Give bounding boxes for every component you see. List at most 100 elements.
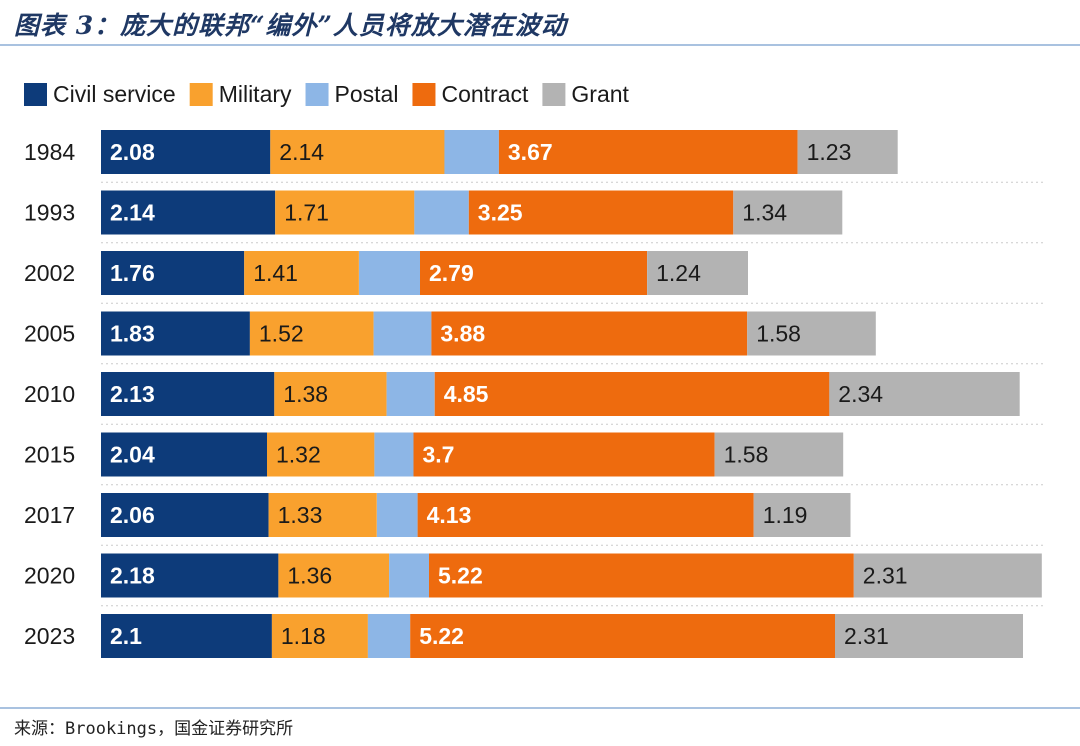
legend-label-postal: Postal xyxy=(335,81,399,107)
legend-label-contract: Contract xyxy=(441,81,529,107)
data-label-military: 1.38 xyxy=(283,381,328,407)
bar-segment-contract xyxy=(468,190,734,235)
bar-segment-military xyxy=(274,372,387,416)
data-label-military: 1.33 xyxy=(278,502,323,528)
data-label-grant: 1.23 xyxy=(807,139,852,165)
bar-segment-postal xyxy=(376,493,418,537)
bar-row-1993: 1993 2.14 1.71 3.25 1.34 xyxy=(24,190,843,235)
bar-segment-grant xyxy=(753,493,851,537)
data-label-contract: 2.79 xyxy=(429,260,474,286)
bar-segment-military xyxy=(268,493,377,537)
footer-divider xyxy=(0,707,1080,709)
bar-segment-military xyxy=(267,432,375,477)
data-label-civil-service: 1.83 xyxy=(110,321,155,347)
legend-label-grant: Grant xyxy=(571,81,629,107)
bar-segment-civil-service xyxy=(101,372,275,416)
data-label-grant: 1.19 xyxy=(763,502,808,528)
category-label: 2020 xyxy=(24,563,75,589)
bar-segment-contract xyxy=(417,493,754,537)
bar-segment-contract xyxy=(434,372,830,416)
data-label-grant: 1.34 xyxy=(742,200,787,226)
legend-swatch-contract xyxy=(412,83,436,106)
bar-segment-postal xyxy=(414,190,469,235)
legend-item-civil-service: Civil service xyxy=(24,81,176,107)
category-label: 2005 xyxy=(24,321,75,347)
legend: Civil service Military Postal Contract Grant xyxy=(24,81,630,107)
bar-segment-grant xyxy=(647,251,748,295)
bar-segment-contract xyxy=(431,311,748,356)
category-label: 1984 xyxy=(24,139,75,165)
legend-swatch-civil-service xyxy=(24,83,47,106)
data-label-contract: 3.67 xyxy=(508,139,553,165)
category-label: 2010 xyxy=(24,381,75,407)
bar-segment-postal xyxy=(389,553,429,598)
data-label-military: 1.52 xyxy=(259,321,304,347)
row-separators xyxy=(101,181,1045,607)
data-label-military: 1.36 xyxy=(287,563,332,589)
bar-segment-postal xyxy=(444,130,499,174)
data-label-military: 1.32 xyxy=(276,442,321,468)
data-label-civil-service: 2.18 xyxy=(110,563,155,589)
bar-segment-grant xyxy=(829,372,1020,416)
category-label: 2023 xyxy=(24,623,75,649)
bar-row-2023: 2023 2.1 1.18 5.22 2.31 xyxy=(24,614,1023,658)
data-label-civil-service: 2.1 xyxy=(110,623,142,649)
bar-segment-military xyxy=(244,251,359,295)
bar-segment-postal xyxy=(374,432,414,477)
data-label-grant: 1.58 xyxy=(724,442,769,468)
legend-swatch-grant xyxy=(542,83,566,106)
data-label-grant: 2.31 xyxy=(863,563,908,589)
legend-swatch-postal xyxy=(305,83,329,106)
bar-segment-contract xyxy=(429,553,854,598)
data-label-contract: 3.25 xyxy=(478,200,523,226)
data-label-grant: 1.58 xyxy=(756,321,801,347)
data-label-civil-service: 2.13 xyxy=(110,381,155,407)
bar-segment-military xyxy=(275,190,415,235)
legend-label-civil-service: Civil service xyxy=(53,81,176,107)
bar-segment-civil-service xyxy=(101,251,245,295)
chart-title: 图表 3：庞大的联邦“编外”人员将放大潜在波动 xyxy=(14,11,567,40)
bar-segment-military xyxy=(278,553,390,598)
data-label-contract: 5.22 xyxy=(419,623,464,649)
data-label-contract: 4.85 xyxy=(444,381,489,407)
data-label-military: 1.18 xyxy=(281,623,326,649)
data-label-civil-service: 2.06 xyxy=(110,502,155,528)
legend-item-military: Military xyxy=(189,81,292,107)
bar-segment-contract xyxy=(420,251,647,295)
bar-segment-contract xyxy=(410,614,835,658)
bar-segment-civil-service xyxy=(101,190,276,235)
data-label-grant: 2.34 xyxy=(838,381,883,407)
bar-segment-postal xyxy=(386,372,435,416)
bar-segment-postal xyxy=(367,614,411,658)
category-label: 1993 xyxy=(24,200,75,226)
data-label-civil-service: 2.14 xyxy=(110,200,155,226)
bar-row-2005: 2005 1.83 1.52 3.88 1.58 xyxy=(24,311,876,356)
data-label-grant: 1.24 xyxy=(656,260,701,286)
bar-segment-grant xyxy=(835,614,1023,658)
bar-segment-civil-service xyxy=(101,553,279,598)
bar-segment-contract xyxy=(498,130,798,174)
bar-segment-postal xyxy=(373,311,432,356)
stacked-bar-chart: Civil service Military Postal Contract Grant… xyxy=(24,81,1045,658)
bar-segment-grant xyxy=(714,432,844,477)
bar-segment-civil-service xyxy=(101,311,250,356)
bar-segment-civil-service xyxy=(101,493,269,537)
legend-swatch-military xyxy=(189,83,213,106)
bar-segment-grant xyxy=(747,311,876,356)
data-label-civil-service: 2.08 xyxy=(110,139,155,165)
data-label-civil-service: 1.76 xyxy=(110,260,155,286)
data-label-grant: 2.31 xyxy=(844,623,889,649)
category-label: 2002 xyxy=(24,260,75,286)
bar-segment-military xyxy=(270,130,445,174)
data-label-contract: 3.7 xyxy=(423,442,455,468)
category-label: 2017 xyxy=(24,502,75,528)
bar-segment-civil-service xyxy=(101,130,271,174)
data-label-military: 2.14 xyxy=(279,139,324,165)
bar-row-2010: 2010 2.13 1.38 4.85 2.34 xyxy=(24,372,1020,416)
data-label-contract: 5.22 xyxy=(438,563,483,589)
bar-segment-grant xyxy=(797,130,898,174)
data-label-military: 1.41 xyxy=(253,260,298,286)
title-divider xyxy=(0,44,1080,46)
bar-segment-postal xyxy=(359,251,420,295)
source-note: 来源：Brookings，国金证券研究所 xyxy=(14,719,294,739)
